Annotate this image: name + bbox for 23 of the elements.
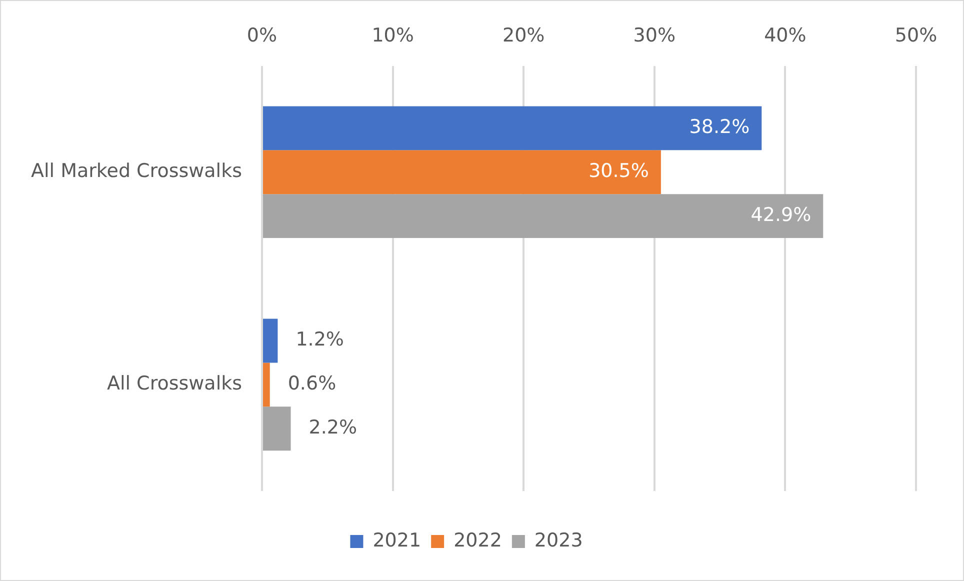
- x-tick-label: 0%: [246, 24, 278, 46]
- x-tick-label: 40%: [764, 24, 806, 46]
- y-tick-label: All Crosswalks: [106, 372, 242, 395]
- legend-label: 2021: [372, 529, 422, 552]
- bar: [263, 318, 278, 363]
- x-tick-label: 20%: [502, 24, 545, 46]
- bar: [263, 150, 661, 194]
- x-tick-label: 10%: [372, 24, 414, 46]
- data-label: 2.2%: [308, 416, 358, 439]
- data-label: 42.9%: [750, 204, 812, 226]
- y-tick-label: All Marked Crosswalks: [30, 160, 242, 182]
- bar: [263, 362, 270, 407]
- data-label: 0.6%: [288, 372, 336, 395]
- x-tick-label: 50%: [894, 24, 938, 46]
- data-label: 1.2%: [296, 328, 344, 351]
- bar: [263, 106, 762, 150]
- data-label: 30.5%: [588, 160, 649, 182]
- legend-label: 2023: [534, 529, 583, 552]
- data-label: 38.2%: [689, 116, 750, 138]
- x-tick-label: 30%: [633, 24, 676, 46]
- bar: [263, 406, 291, 451]
- legend-label: 2022: [454, 529, 502, 552]
- bar: [263, 194, 824, 238]
